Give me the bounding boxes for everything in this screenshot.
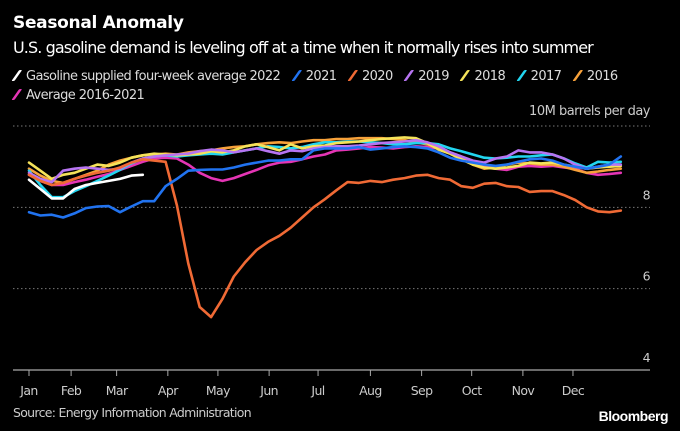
- series-line-2020: [27, 158, 623, 319]
- series-line-gasoline-supplied-four-week-average-2022: [27, 173, 145, 200]
- y-tick-label: 8: [643, 187, 651, 202]
- y-axis-unit-label: 10M barrels per day: [529, 104, 650, 119]
- legend-label: Gasoline supplied four-week average 2022: [26, 69, 281, 84]
- legend-label: 2018: [474, 69, 506, 84]
- y-axis-labels: 8 6 4: [643, 187, 652, 365]
- legend-label: Average 2016-2021: [26, 88, 145, 103]
- x-tick-label: Jan: [19, 383, 37, 398]
- legend-item-2017: 2017: [516, 67, 562, 86]
- legend-label: 2017: [530, 69, 562, 84]
- series-line-2021: [27, 145, 623, 219]
- bloomberg-logo: Bloomberg: [598, 408, 669, 424]
- legend-label: 2019: [418, 69, 449, 84]
- chart-title: Seasonal Anomaly: [13, 13, 184, 33]
- series-line-2018: [27, 136, 623, 181]
- x-tick-label: Apr: [158, 383, 179, 398]
- legend-label: 2021: [305, 69, 337, 84]
- legend-label: 2016: [586, 69, 618, 84]
- legend-item-2021: 2021: [291, 67, 337, 86]
- x-tick-label: Aug: [359, 383, 382, 398]
- y-tick-label: 4: [643, 350, 651, 365]
- x-tick-label: Dec: [562, 383, 585, 398]
- x-tick-label: Jul: [310, 383, 324, 398]
- legend-item-2016: 2016: [572, 67, 618, 86]
- legend: Gasoline supplied four-week average 2022…: [11, 67, 673, 105]
- legend-item-2019: 2019: [403, 67, 449, 86]
- series-line-average-2016-2021: [27, 145, 623, 187]
- legend-item-2018: 2018: [459, 67, 506, 86]
- x-tick-label: Nov: [512, 383, 536, 398]
- x-tick-label: Jun: [259, 383, 278, 398]
- x-tick-label: Oct: [462, 383, 483, 398]
- legend-item-2020: 2020: [347, 67, 393, 86]
- x-tick-label: Sep: [411, 383, 433, 398]
- legend-item-average: Average 2016-2021: [11, 86, 145, 105]
- x-tick-label: Mar: [106, 383, 129, 398]
- legend-item-2022: Gasoline supplied four-week average 2022: [11, 67, 281, 86]
- legend-label: 2020: [361, 69, 393, 84]
- source-note: Source: Energy Information Administratio…: [13, 405, 252, 420]
- series-lines: [27, 136, 623, 319]
- x-tick-label: May: [206, 383, 231, 398]
- x-axis: Jan Feb Mar Apr May Jun Jul Aug Sep Oct Nov Dec: [13, 369, 650, 398]
- x-tick-label: Feb: [61, 383, 82, 398]
- chart-subtitle: U.S. gasoline demand is leveling off at …: [13, 38, 594, 57]
- y-tick-label: 6: [643, 269, 651, 284]
